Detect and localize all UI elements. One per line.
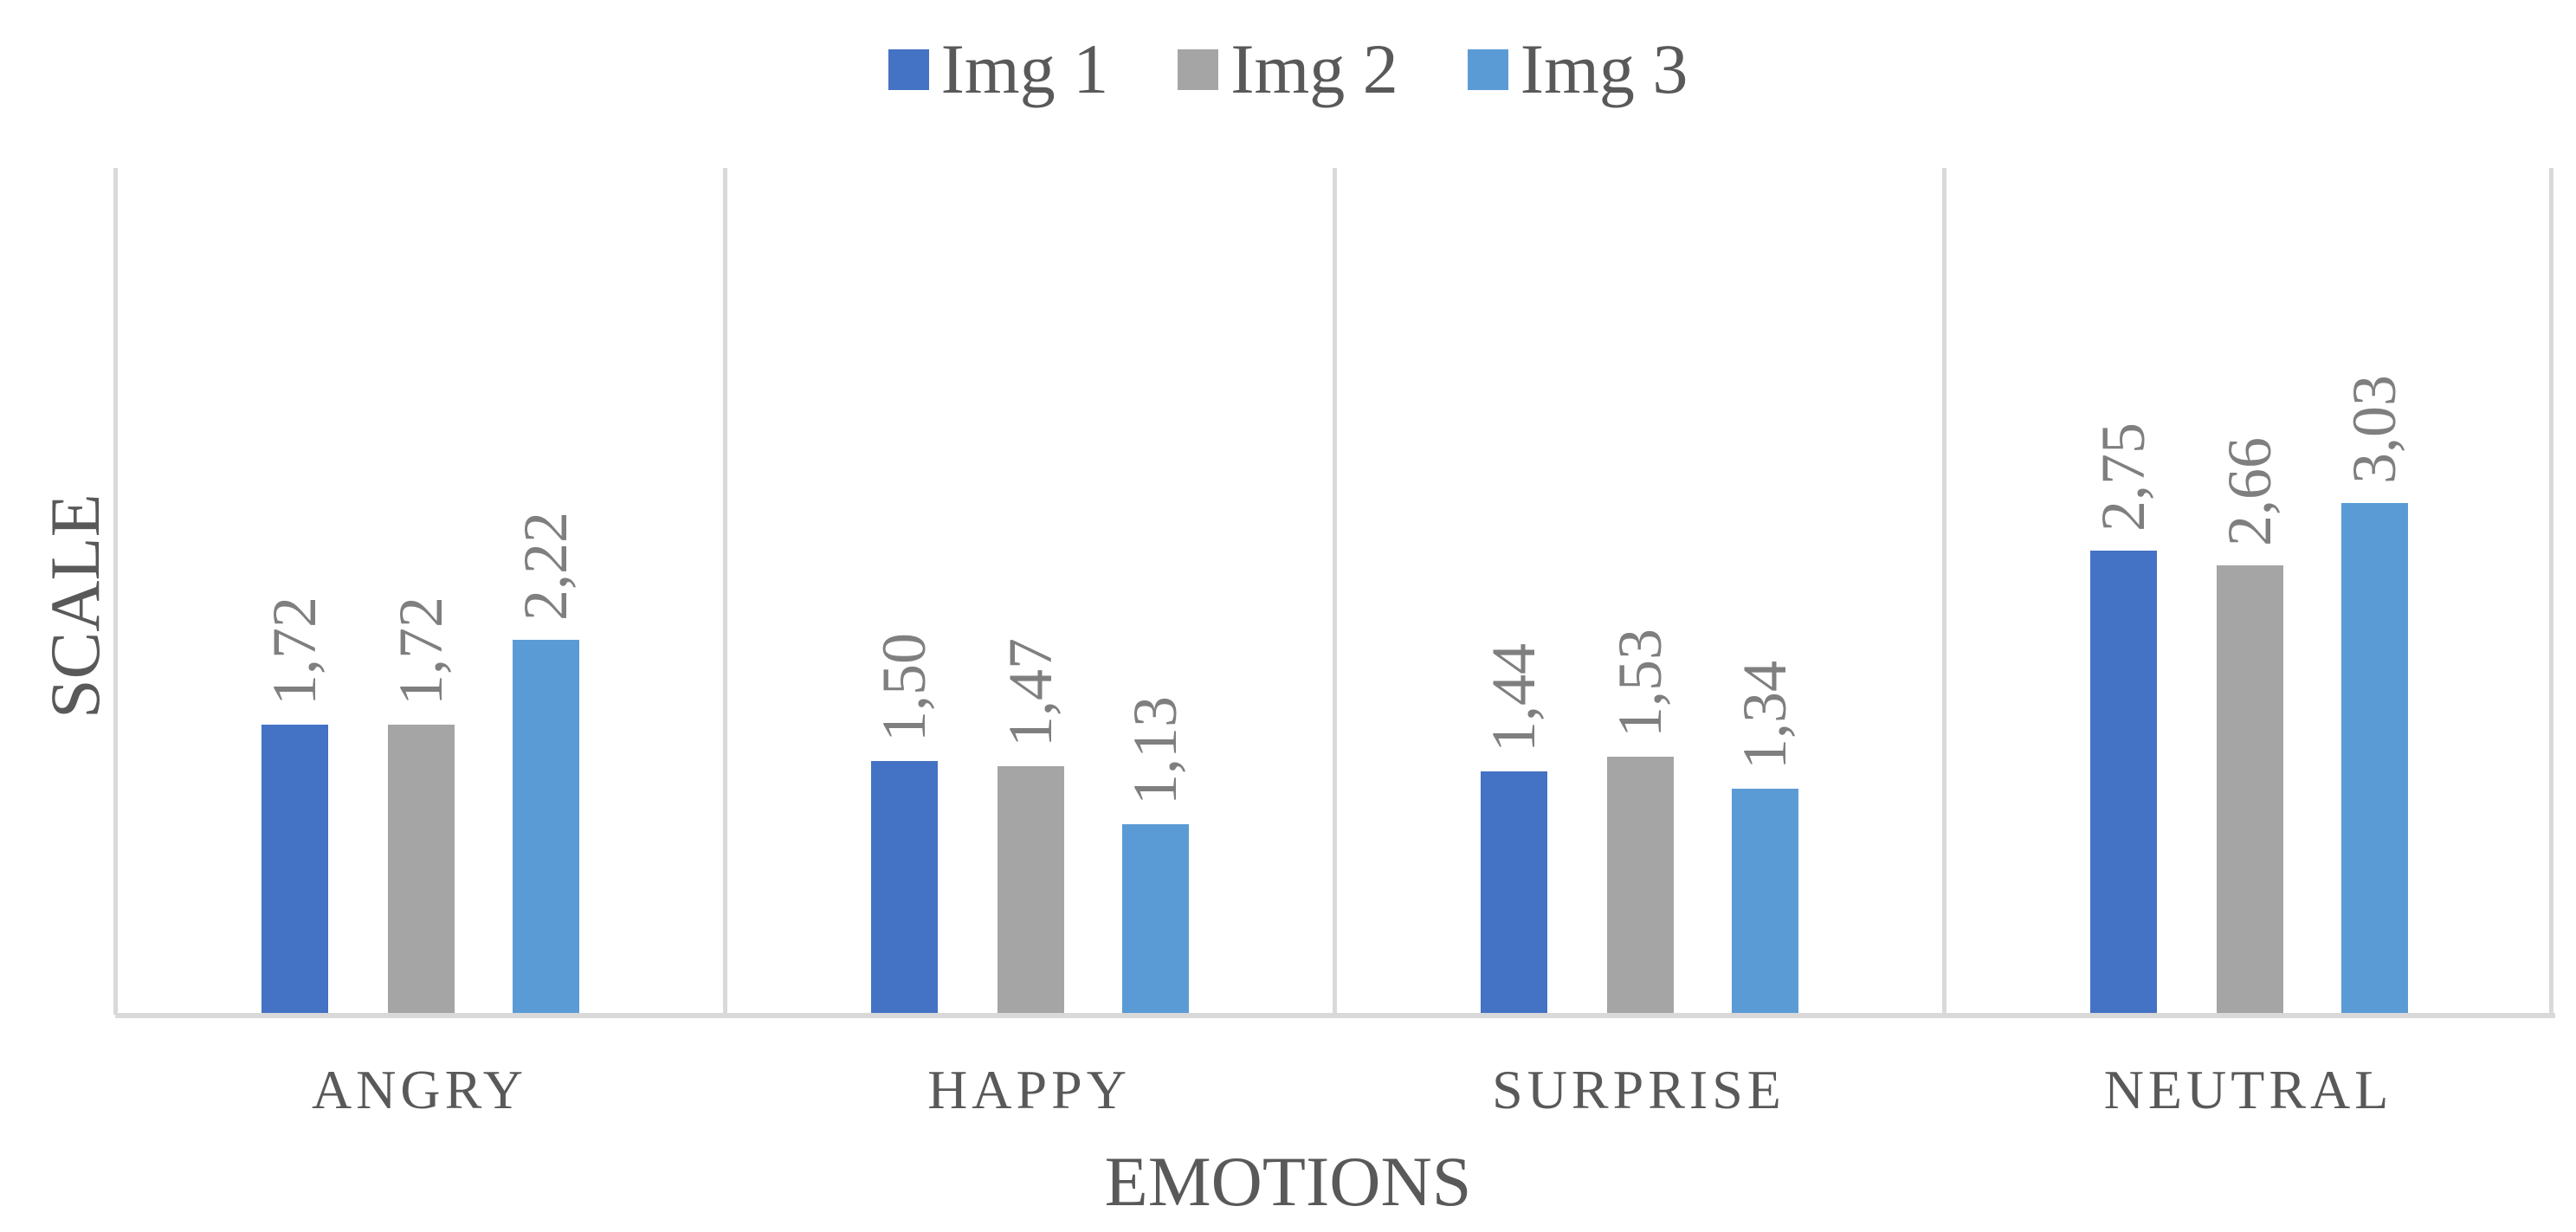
legend-item-img2: Img 2: [1178, 26, 1398, 113]
gridline: [2549, 168, 2553, 1015]
bar-neutral-img3: [2341, 503, 2408, 1015]
legend-label-img2: Img 2: [1230, 29, 1398, 108]
gridline: [723, 168, 727, 1015]
data-label-neutral-img1: 2,75: [2089, 422, 2158, 532]
category-label-surprise: SURPRISE: [1492, 1059, 1785, 1120]
gridline: [1942, 168, 1947, 1015]
data-label-surprise-img1: 1,44: [1479, 643, 1548, 752]
bar-angry-img3: [513, 640, 579, 1015]
bar-surprise-img1: [1481, 771, 1547, 1015]
data-label-angry-img2: 1,72: [386, 597, 455, 706]
x-axis-line: [115, 1013, 2555, 1018]
data-label-neutral-img3: 3,03: [2340, 375, 2409, 484]
legend-label-img3: Img 3: [1520, 29, 1688, 108]
data-label-angry-img3: 2,22: [511, 512, 580, 621]
data-label-happy-img2: 1,47: [996, 638, 1065, 747]
legend-item-img1: Img 1: [888, 26, 1109, 113]
data-label-happy-img3: 1,13: [1120, 696, 1190, 805]
gridline: [113, 168, 118, 1015]
category-label-angry: ANGRY: [311, 1059, 528, 1120]
data-label-surprise-img2: 1,53: [1605, 629, 1675, 738]
bar-angry-img2: [388, 725, 455, 1015]
plot-area: 1,72 1,72 2,22 1,50 1,47 1,13 1,44 1,53 1,34 2,75…: [113, 168, 2553, 1015]
bar-happy-img2: [997, 766, 1064, 1015]
bar-happy-img1: [871, 761, 938, 1015]
bar-angry-img1: [261, 725, 328, 1015]
bar-neutral-img2: [2217, 565, 2283, 1015]
legend-label-img1: Img 1: [940, 29, 1109, 108]
y-axis-title: SCALE: [36, 493, 114, 719]
legend-swatch-img3: [1467, 48, 1508, 90]
legend-item-img3: Img 3: [1467, 26, 1688, 113]
data-label-happy-img1: 1,50: [869, 633, 939, 742]
bar-surprise-img2: [1607, 757, 1674, 1015]
bar-happy-img3: [1122, 824, 1189, 1015]
bar-neutral-img1: [2090, 551, 2157, 1015]
x-axis-title: EMOTIONS: [1104, 1142, 1472, 1221]
data-label-angry-img1: 1,72: [260, 597, 329, 706]
bar-surprise-img3: [1732, 789, 1798, 1015]
legend-swatch-img2: [1178, 48, 1219, 90]
data-label-neutral-img2: 2,66: [2215, 437, 2284, 546]
category-label-happy: HAPPY: [927, 1059, 1131, 1120]
gridline: [1333, 168, 1337, 1015]
data-label-surprise-img3: 1,34: [1730, 661, 1799, 770]
legend-swatch-img1: [888, 48, 929, 90]
chart-legend: Img 1 Img 2 Img 3: [0, 26, 2576, 113]
category-label-neutral: NEUTRAL: [2103, 1059, 2393, 1120]
